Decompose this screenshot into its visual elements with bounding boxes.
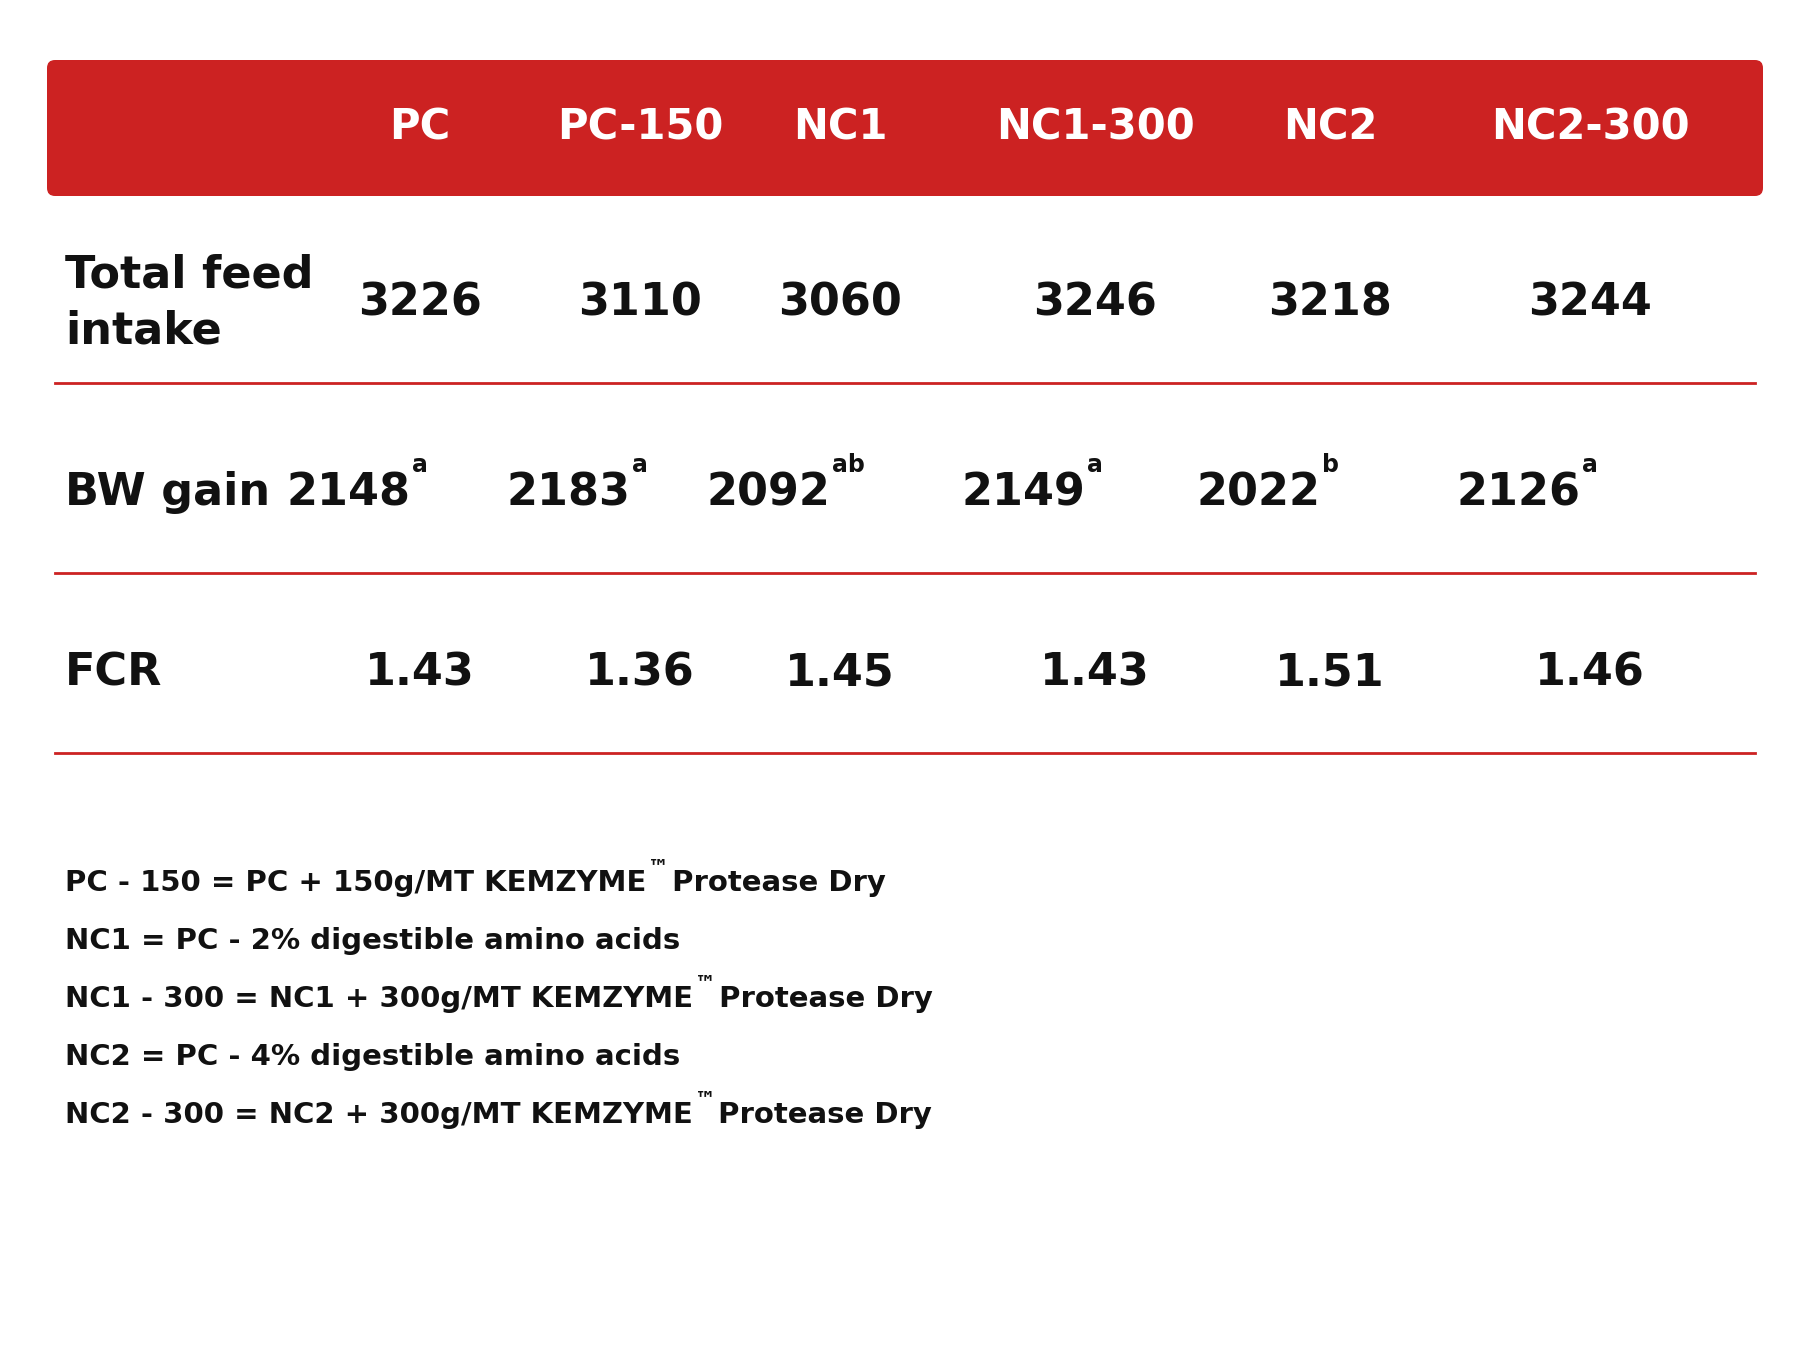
Text: 1.43: 1.43 [1040,652,1150,695]
Text: b: b [1321,453,1339,477]
Text: a: a [1582,453,1598,477]
Text: PC-150: PC-150 [556,108,724,149]
Text: NC1-300: NC1-300 [995,108,1195,149]
Text: 1.43: 1.43 [365,652,475,695]
Text: ™: ™ [648,857,670,876]
Text: 1.46: 1.46 [1535,652,1645,695]
Text: 3226: 3226 [358,282,482,324]
Text: Protease Dry: Protease Dry [709,1101,932,1129]
Text: a: a [632,453,648,477]
Text: NC2: NC2 [1283,108,1377,149]
Text: 2022: 2022 [1195,472,1319,514]
Text: Total feed
intake: Total feed intake [65,254,313,353]
Text: NC2-300: NC2-300 [1490,108,1690,149]
FancyBboxPatch shape [47,60,1762,196]
Text: 3244: 3244 [1528,282,1652,324]
Text: NC1: NC1 [792,108,887,149]
Text: PC - 150 = PC + 150g/MT KEMZYME: PC - 150 = PC + 150g/MT KEMZYME [65,870,646,897]
Text: a: a [1087,453,1103,477]
Text: BW gain: BW gain [65,472,270,514]
Text: 1.36: 1.36 [585,652,695,695]
Text: NC2 = PC - 4% digestible amino acids: NC2 = PC - 4% digestible amino acids [65,1043,680,1071]
Text: NC2 - 300 = NC2 + 300g/MT KEMZYME: NC2 - 300 = NC2 + 300g/MT KEMZYME [65,1101,693,1129]
Text: 2092: 2092 [706,472,830,514]
Text: FCR: FCR [65,652,162,695]
Text: ™: ™ [695,1089,716,1109]
Text: NC1 - 300 = NC1 + 300g/MT KEMZYME: NC1 - 300 = NC1 + 300g/MT KEMZYME [65,985,693,1013]
Text: ™: ™ [695,973,716,994]
Text: 3110: 3110 [578,282,702,324]
Text: 1.45: 1.45 [785,652,895,695]
Text: 2148: 2148 [286,472,410,514]
Text: 3246: 3246 [1033,282,1157,324]
Text: NC1 = PC - 2% digestible amino acids: NC1 = PC - 2% digestible amino acids [65,927,680,955]
Text: 1.51: 1.51 [1274,652,1384,695]
Text: Protease Dry: Protease Dry [662,870,886,897]
Text: Protease Dry: Protease Dry [709,985,932,1013]
Text: 2149: 2149 [961,472,1085,514]
Text: 3060: 3060 [778,282,902,324]
Text: PC: PC [389,108,450,149]
Text: 2183: 2183 [506,472,630,514]
Text: a: a [412,453,428,477]
Text: 3218: 3218 [1267,282,1391,324]
Text: 2126: 2126 [1456,472,1580,514]
Text: ab: ab [832,453,864,477]
